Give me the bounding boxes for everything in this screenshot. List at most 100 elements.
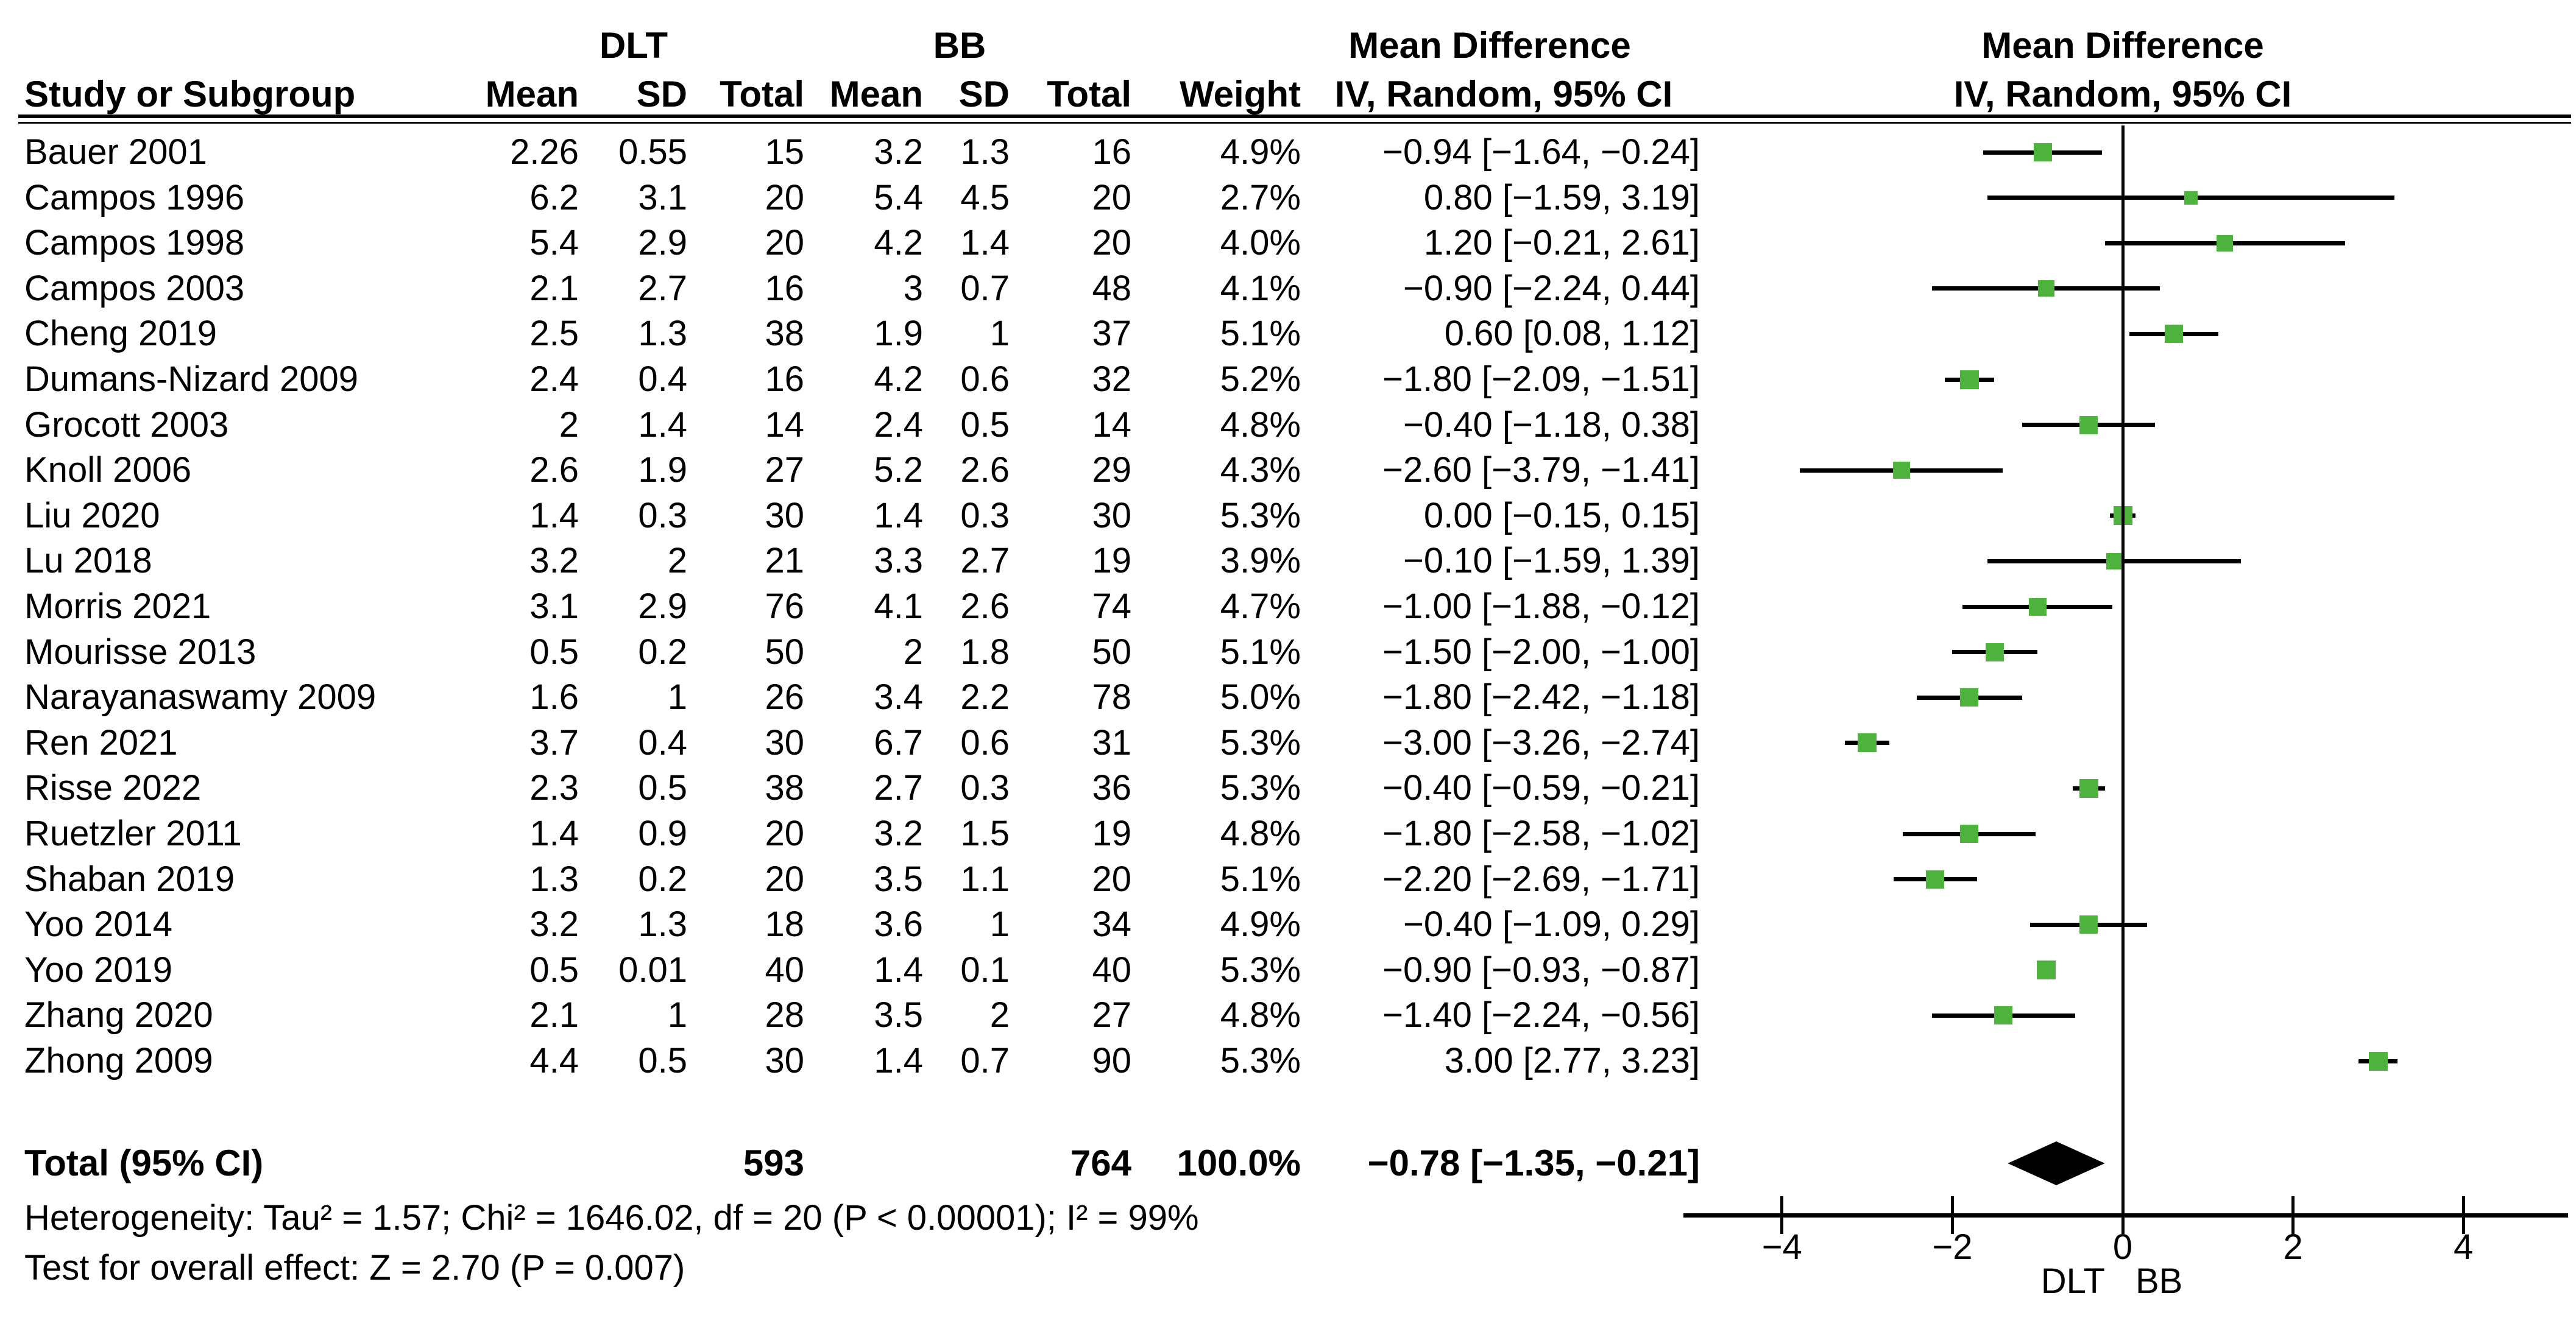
study-name: Dumans-Nizard 2009	[24, 359, 359, 399]
study-dlt-mean: 2.26	[510, 132, 579, 172]
study-dlt-sd: 1	[667, 995, 687, 1035]
study-row: Ren 2021 3.7 0.4 30 6.7 0.6 31 5.3% −3.00 [−3.26…	[0, 721, 2576, 766]
effect-marker	[1892, 462, 1910, 479]
effect-marker	[1960, 825, 1979, 843]
study-name: Shaban 2019	[24, 859, 235, 899]
study-bb-mean: 4.1	[874, 587, 923, 626]
study-dlt-total: 30	[765, 1041, 804, 1080]
effect-marker	[2079, 778, 2098, 798]
study-name: Liu 2020	[24, 495, 160, 535]
study-bb-mean: 5.2	[874, 450, 923, 490]
study-dlt-mean: 2	[559, 404, 579, 445]
study-bb-total: 31	[1092, 722, 1131, 763]
col-header-dlt-sd: SD	[636, 74, 687, 115]
study-bb-sd: 0.5	[960, 404, 1010, 445]
header-rule-thin	[18, 122, 2571, 124]
effect-marker	[2028, 598, 2047, 616]
study-ci: 3.00 [2.77, 3.23]	[1444, 1041, 1700, 1080]
study-bb-total: 40	[1092, 950, 1131, 990]
study-weight: 4.9%	[1220, 904, 1301, 945]
study-bb-sd: 1	[989, 904, 1010, 945]
study-weight: 5.1%	[1220, 632, 1301, 672]
study-ci: −1.00 [−1.88, −0.12]	[1382, 587, 1700, 626]
study-row: Bauer 2001 2.26 0.55 15 3.2 1.3 16 4.9% −0.94 [−…	[0, 130, 2576, 175]
study-bb-total: 20	[1092, 859, 1131, 899]
study-weight: 4.8%	[1220, 814, 1301, 853]
study-bb-mean: 3.2	[874, 132, 923, 172]
study-bb-mean: 2.4	[874, 404, 923, 445]
group-header-dlt: DLT	[599, 25, 668, 66]
col-header-study: Study or Subgroup	[24, 74, 356, 115]
study-name: Risse 2022	[24, 768, 202, 808]
study-ci: −0.10 [−1.59, 1.39]	[1403, 541, 1700, 581]
zero-line	[2121, 125, 2125, 1213]
study-dlt-mean: 0.5	[529, 632, 579, 672]
study-dlt-total: 30	[765, 722, 804, 763]
study-dlt-sd: 2.7	[638, 268, 687, 308]
effect-marker	[2036, 961, 2056, 980]
study-weight: 5.2%	[1220, 359, 1301, 399]
study-row: Ruetzler 2011 1.4 0.9 20 3.2 1.5 19 4.8% −1.80 […	[0, 811, 2576, 856]
study-bb-mean: 4.2	[874, 223, 923, 263]
heterogeneity-note: Heterogeneity: Tau² = 1.57; Chi² = 1646.…	[24, 1198, 1199, 1238]
axis-label-right-bb: BB	[2135, 1261, 2183, 1301]
study-dlt-total: 21	[765, 541, 804, 581]
study-bb-total: 34	[1092, 904, 1131, 945]
study-bb-total: 50	[1092, 632, 1131, 672]
study-row: Campos 2003 2.1 2.7 16 3 0.7 48 4.1% −0.90 [−2.2…	[0, 266, 2576, 311]
study-row: Narayanaswamy 2009 1.6 1 26 3.4 2.2 78 5.0% −1.8…	[0, 675, 2576, 720]
effect-marker	[2164, 325, 2183, 344]
effect-marker	[2106, 552, 2123, 569]
study-bb-sd: 0.7	[960, 1041, 1010, 1080]
study-name: Ren 2021	[24, 722, 178, 763]
study-bb-mean: 5.4	[874, 177, 923, 217]
study-bb-total: 78	[1092, 677, 1131, 717]
study-dlt-mean: 1.4	[529, 814, 579, 853]
axis-tick	[2121, 1196, 2125, 1234]
study-dlt-total: 18	[765, 904, 804, 945]
study-dlt-sd: 0.2	[638, 632, 687, 672]
study-ci: −1.80 [−2.42, −1.18]	[1382, 677, 1700, 717]
col-header-bb-total: Total	[1047, 74, 1131, 115]
study-bb-total: 29	[1092, 450, 1131, 490]
study-ci: −1.50 [−2.00, −1.00]	[1382, 632, 1700, 672]
study-name: Grocott 2003	[24, 404, 229, 445]
study-ci: 0.00 [−0.15, 0.15]	[1423, 495, 1700, 535]
study-bb-sd: 0.3	[960, 495, 1010, 535]
effect-marker	[2368, 1051, 2388, 1071]
study-bb-total: 20	[1092, 223, 1131, 263]
study-dlt-total: 20	[765, 814, 804, 853]
study-row: Liu 2020 1.4 0.3 30 1.4 0.3 30 5.3% 0.00 [−0.15,…	[0, 493, 2576, 538]
study-bb-mean: 3.4	[874, 677, 923, 717]
study-dlt-sd: 3.1	[638, 177, 687, 217]
study-bb-sd: 1	[989, 314, 1010, 354]
study-bb-sd: 1.1	[960, 859, 1010, 899]
study-ci: −3.00 [−3.26, −2.74]	[1382, 722, 1700, 763]
study-ci: −2.60 [−3.79, −1.41]	[1382, 450, 1700, 490]
study-dlt-sd: 0.5	[638, 1041, 687, 1080]
study-bb-total: 19	[1092, 541, 1131, 581]
study-name: Lu 2018	[24, 541, 152, 581]
axis-tick-label: 0	[2112, 1227, 2133, 1267]
study-name: Zhong 2009	[24, 1041, 213, 1080]
study-name: Morris 2021	[24, 587, 211, 626]
study-bb-sd: 2.6	[960, 587, 1010, 626]
study-dlt-total: 20	[765, 859, 804, 899]
study-dlt-total: 27	[765, 450, 804, 490]
study-bb-sd: 1.3	[960, 132, 1010, 172]
study-bb-total: 36	[1092, 768, 1131, 808]
effect-marker	[2079, 915, 2098, 934]
study-row: Knoll 2006 2.6 1.9 27 5.2 2.6 29 4.3% −2.60 [−3.…	[0, 448, 2576, 493]
axis-tick-label: 2	[2283, 1227, 2303, 1267]
axis-tick	[2291, 1196, 2295, 1234]
study-dlt-total: 28	[765, 995, 804, 1035]
axis-tick-label: 4	[2454, 1227, 2474, 1267]
study-dlt-sd: 2	[667, 541, 687, 581]
study-weight: 4.9%	[1220, 132, 1301, 172]
study-bb-mean: 4.2	[874, 359, 923, 399]
study-dlt-total: 76	[765, 587, 804, 626]
study-bb-total: 19	[1092, 814, 1131, 853]
study-dlt-sd: 1.3	[638, 314, 687, 354]
study-bb-total: 74	[1092, 587, 1131, 626]
study-ci: −0.40 [−0.59, −0.21]	[1382, 768, 1700, 808]
